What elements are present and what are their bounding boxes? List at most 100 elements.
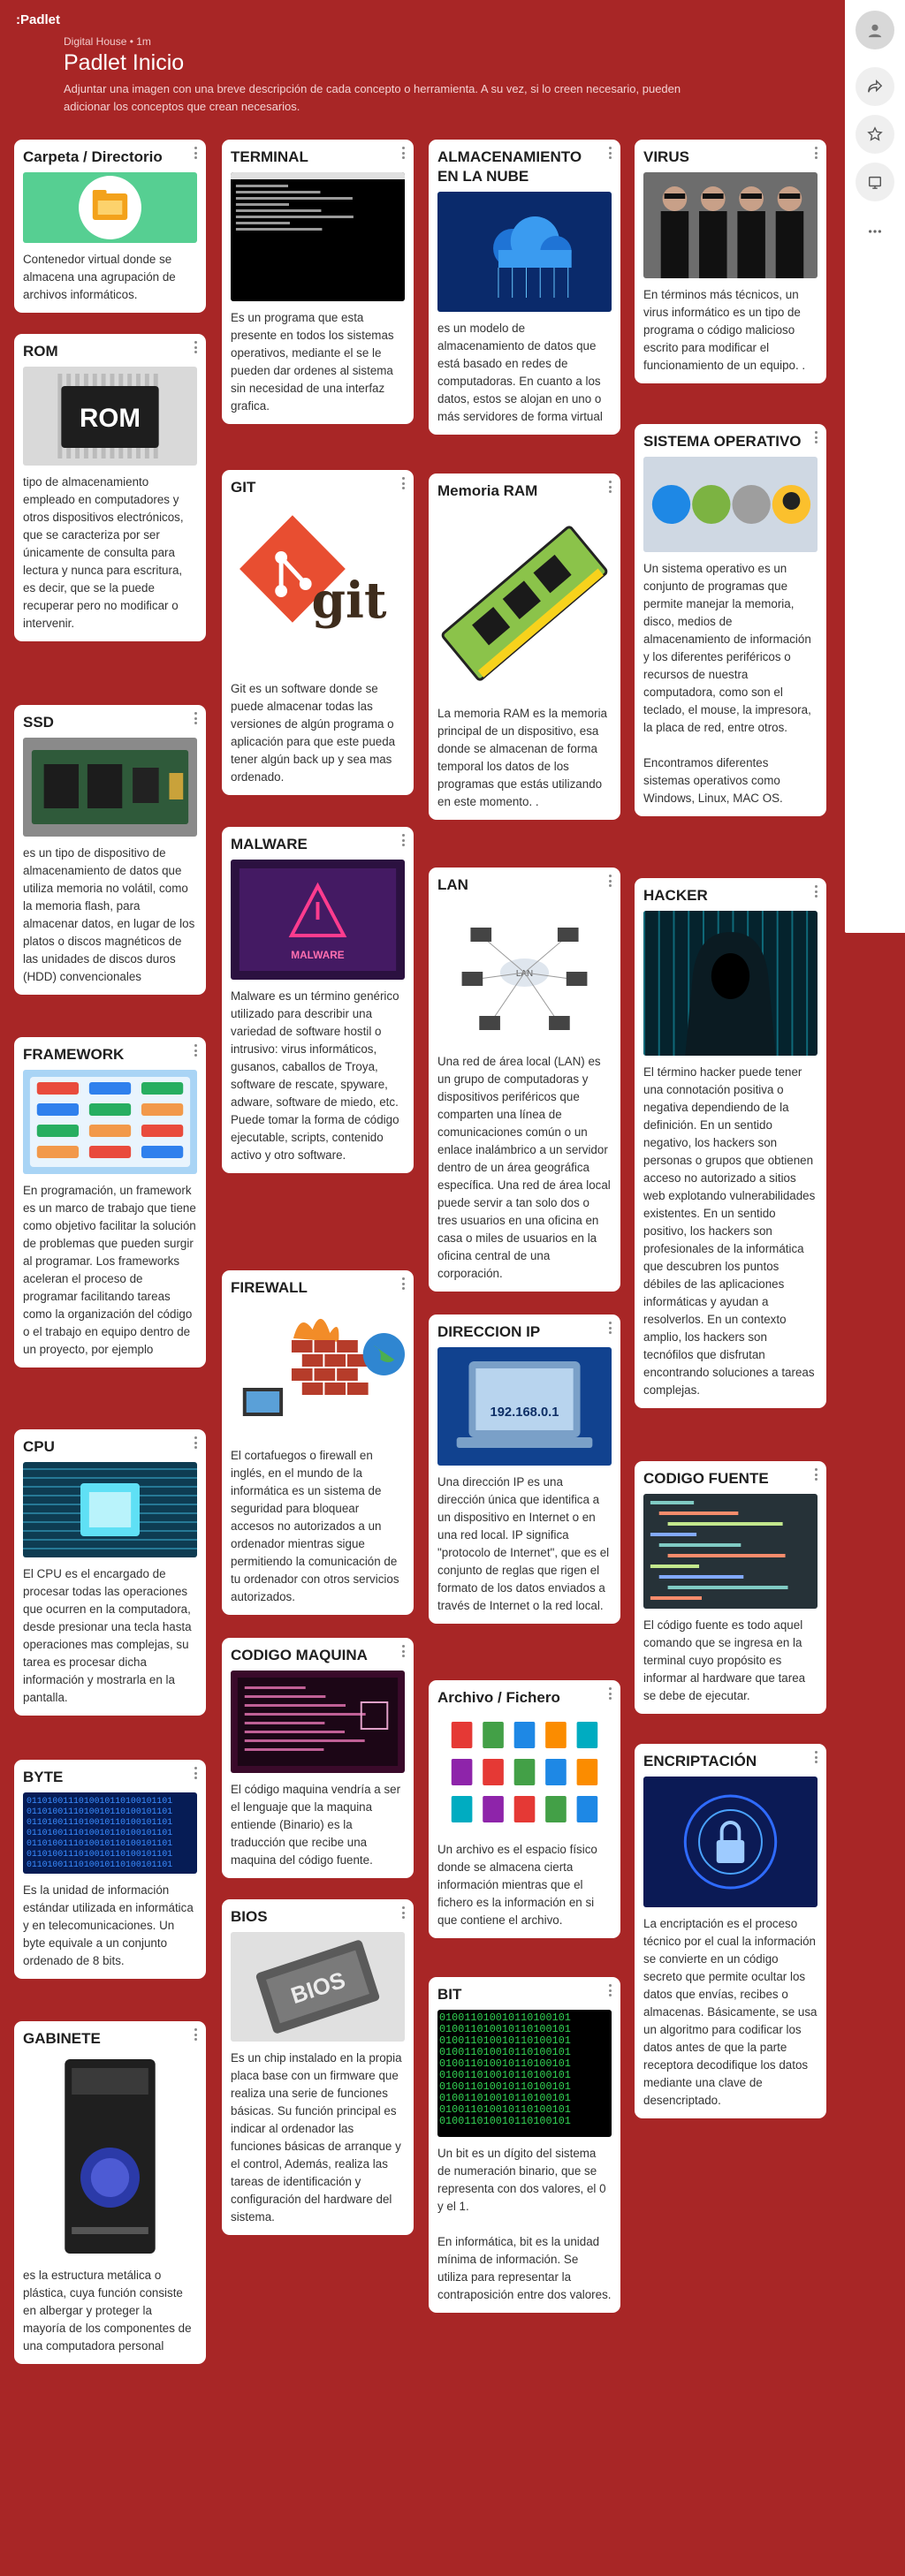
- firewall-image[interactable]: [231, 1303, 405, 1439]
- post-body: En términos más técnicos, un virus infor…: [643, 288, 806, 372]
- svg-text:010011010010110100101: 010011010010110100101: [439, 2080, 571, 2093]
- post-title: ALMACENAMIENTO EN LA NUBE: [437, 148, 582, 185]
- os-image[interactable]: [643, 457, 818, 552]
- ram-image[interactable]: [437, 506, 612, 697]
- post-card-sistema-operativo[interactable]: SISTEMA OPERATIVO Un sistema operativo e…: [635, 424, 826, 816]
- post-menu-icon[interactable]: [402, 834, 406, 846]
- post-menu-icon[interactable]: [402, 1277, 406, 1290]
- post-menu-icon[interactable]: [609, 147, 612, 159]
- svg-text:010011010010110100101: 010011010010110100101: [439, 2012, 571, 2024]
- post-menu-icon[interactable]: [609, 1984, 612, 1996]
- post-menu-icon[interactable]: [194, 1767, 198, 1779]
- post-title: VIRUS: [643, 148, 689, 165]
- page-description: Adjuntar una imagen con una breve descri…: [64, 82, 681, 113]
- ip-image[interactable]: 192.168.0.1: [437, 1347, 612, 1466]
- post-card-memoria-ram[interactable]: Memoria RAM La memoria RAM es la memoria…: [429, 474, 620, 820]
- post-body: Es un chip instalado en la propia placa …: [231, 2051, 402, 2224]
- share-icon[interactable]: [856, 67, 894, 106]
- post-card-carpeta-directorio[interactable]: Carpeta / Directorio Contenedor virtual …: [14, 140, 206, 313]
- post-card-gabinete[interactable]: GABINETE es la estructura metálica o plá…: [14, 2021, 206, 2364]
- post-body: En programación, un framework es un marc…: [23, 1184, 196, 1356]
- post-menu-icon[interactable]: [815, 147, 818, 159]
- post-card-malware[interactable]: MALWARE MALWARE Malware es un término gen…: [222, 827, 414, 1173]
- slideshow-icon[interactable]: [856, 163, 894, 201]
- bit-image[interactable]: 010011010010110100101 0100110100101101001…: [437, 2010, 612, 2137]
- byte-image[interactable]: 0110100111010010110100101101 011010011101…: [23, 1792, 197, 1874]
- post-menu-icon[interactable]: [815, 431, 818, 443]
- post-card-cpu[interactable]: CPU El CPU es el encargado de procesar t…: [14, 1429, 206, 1716]
- files-image[interactable]: [437, 1713, 612, 1833]
- post-card-firewall[interactable]: FIREWALL El cortafuegos o firewall en in…: [222, 1270, 414, 1615]
- post-menu-icon[interactable]: [815, 1468, 818, 1481]
- post-card-archivo-fichero[interactable]: Archivo / Fichero Un archivo es el espac…: [429, 1680, 620, 1938]
- post-title: CODIGO MAQUINA: [231, 1647, 368, 1663]
- post-menu-icon[interactable]: [402, 1645, 406, 1657]
- post-menu-icon[interactable]: [402, 1906, 406, 1919]
- source-code-image[interactable]: [643, 1494, 818, 1609]
- padlet-logo[interactable]: :Padlet: [16, 12, 61, 27]
- post-card-byte[interactable]: BYTE 0110100111010010110100101101 0110100…: [14, 1760, 206, 1979]
- post-menu-icon[interactable]: [609, 875, 612, 887]
- malware-image[interactable]: MALWARE: [231, 860, 405, 980]
- git-image[interactable]: git: [231, 503, 405, 672]
- post-menu-icon[interactable]: [194, 2028, 198, 2041]
- post-card-almacenamiento-en-la-nube[interactable]: ALMACENAMIENTO EN LA NUBE es un modelo d…: [429, 140, 620, 435]
- post-title: GABINETE: [23, 2030, 101, 2047]
- post-body: El CPU es el encargado de procesar todas…: [23, 1567, 192, 1704]
- virus-image[interactable]: [643, 172, 818, 278]
- post-card-codigo-fuente[interactable]: CODIGO FUENTE El código fuente es todo a…: [635, 1461, 826, 1714]
- post-card-lan[interactable]: LAN LAN Una red de área local (LAN) es u…: [429, 868, 620, 1292]
- encryption-image[interactable]: [643, 1777, 818, 1907]
- post-card-bit[interactable]: BIT 010011010010110100101 010011010010110…: [429, 1977, 620, 2313]
- post-menu-icon[interactable]: [609, 1322, 612, 1334]
- post-menu-icon[interactable]: [609, 1687, 612, 1700]
- case-image[interactable]: [23, 2054, 197, 2259]
- avatar-icon[interactable]: [856, 11, 894, 49]
- more-icon[interactable]: [856, 212, 894, 251]
- post-menu-icon[interactable]: [609, 481, 612, 493]
- svg-text:010011010010110100101: 010011010010110100101: [439, 2046, 571, 2058]
- post-body: Es la unidad de información estándar uti…: [23, 1883, 194, 1967]
- rom-chip-image[interactable]: ROM: [23, 367, 197, 466]
- ssd-image[interactable]: [23, 738, 197, 837]
- folder-image[interactable]: [23, 172, 197, 243]
- post-card-codigo-maquina[interactable]: CODIGO MAQUINA El código maquina vendría…: [222, 1638, 414, 1878]
- cpu-image[interactable]: [23, 1462, 197, 1557]
- lan-image[interactable]: LAN: [437, 900, 612, 1045]
- star-icon[interactable]: [856, 115, 894, 154]
- post-menu-icon[interactable]: [194, 341, 198, 353]
- hacker-image[interactable]: [643, 911, 818, 1056]
- svg-text:010011010010110100101: 010011010010110100101: [439, 2034, 571, 2047]
- post-card-encriptacion[interactable]: ENCRIPTACIÓN La encriptación es el proce…: [635, 1744, 826, 2118]
- post-menu-icon[interactable]: [194, 1436, 198, 1449]
- post-card-bios[interactable]: BIOS BIOS Es un chip instalado en la prop…: [222, 1899, 414, 2235]
- cloud-image[interactable]: [437, 192, 612, 312]
- post-card-terminal[interactable]: TERMINAL Es un programa que esta present…: [222, 140, 414, 424]
- post-menu-icon[interactable]: [194, 712, 198, 724]
- post-title: TERMINAL: [231, 148, 308, 165]
- post-card-direccion-ip[interactable]: DIRECCION IP 192.168.0.1 Una dirección IP…: [429, 1315, 620, 1624]
- post-menu-icon[interactable]: [815, 885, 818, 898]
- svg-text:010011010010110100101: 010011010010110100101: [439, 2023, 571, 2035]
- post-card-ssd[interactable]: SSD es un tipo de dispositivo de almacen…: [14, 705, 206, 995]
- post-menu-icon[interactable]: [402, 477, 406, 489]
- post-menu-icon[interactable]: [815, 1751, 818, 1763]
- post-menu-icon[interactable]: [194, 147, 198, 159]
- post-card-hacker[interactable]: HACKER El término hacker puede tener una…: [635, 878, 826, 1408]
- post-card-framework[interactable]: FRAMEWORK En programación, un framework …: [14, 1037, 206, 1368]
- machine-code-image[interactable]: [231, 1671, 405, 1773]
- post-card-git[interactable]: GIT git Git es un software donde se puede…: [222, 470, 414, 795]
- bios-image[interactable]: BIOS: [231, 1932, 405, 2042]
- svg-text:010011010010110100101: 010011010010110100101: [439, 2115, 571, 2127]
- post-menu-icon[interactable]: [402, 147, 406, 159]
- terminal-image[interactable]: [231, 172, 405, 301]
- post-card-rom[interactable]: ROM ROM tipo de almacenamiento empleado e…: [14, 334, 206, 641]
- svg-text:MALWARE: MALWARE: [291, 949, 344, 961]
- post-title: GIT: [231, 479, 256, 496]
- page-title: Padlet Inicio: [64, 50, 185, 75]
- post-card-virus[interactable]: VIRUS En términos más técnicos, un virus…: [635, 140, 826, 383]
- frameworks-image[interactable]: [23, 1070, 197, 1174]
- svg-text:0110100111010010110100101101: 0110100111010010110100101101: [27, 1860, 172, 1869]
- post-title: LAN: [437, 876, 468, 893]
- post-menu-icon[interactable]: [194, 1044, 198, 1057]
